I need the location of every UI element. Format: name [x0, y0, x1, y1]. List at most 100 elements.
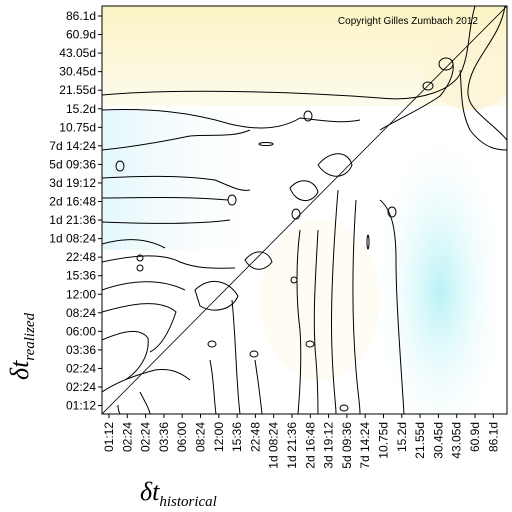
- plot-frame: [101, 5, 508, 415]
- contour-island: [258, 142, 274, 146]
- x-tick-label: 3d 19:12: [322, 422, 336, 469]
- y-tick-label: 12:00: [66, 287, 96, 301]
- y-tick-label: 1d 21:36: [49, 213, 96, 227]
- x-tick-label: 08:24: [194, 422, 208, 452]
- contour-island: [115, 160, 125, 172]
- y-tick-label: 15:36: [66, 269, 96, 283]
- x-axis: 01:12 02:24 02:24 03:36 06:00 08:24 12:00 15:36…: [102, 414, 500, 469]
- x-tick-label: 2d 16:48: [303, 422, 317, 469]
- x-tick-label: 86.1d: [486, 422, 500, 452]
- y-tick-label: 7d 14:24: [49, 139, 96, 153]
- contour-island: [438, 57, 454, 71]
- contour-island: [207, 340, 217, 348]
- y-tick-label: 5d 09:36: [49, 157, 96, 171]
- contour-line: [102, 281, 186, 291]
- y-tick-label: 1d 08:24: [49, 232, 96, 246]
- contour-line: [379, 59, 454, 131]
- contour-island: [366, 234, 370, 250]
- contour-line: [102, 175, 251, 191]
- y-tick-label: 22:48: [66, 250, 96, 264]
- y-tick-label: 10.75d: [59, 120, 96, 134]
- contour-island: [249, 350, 259, 358]
- contour-line: [352, 199, 361, 414]
- y-tick-label: 43.05d: [59, 46, 96, 60]
- contour-island: [303, 110, 313, 122]
- contour-island: [387, 206, 397, 218]
- contour-line: [244, 251, 273, 270]
- y-tick-label: 03:36: [66, 343, 96, 357]
- contour-line: [317, 153, 353, 177]
- contour-island: [422, 81, 434, 91]
- contour-line: [289, 180, 319, 201]
- x-tick-label: 02:24: [139, 422, 153, 452]
- x-tick-label: 21.55d: [413, 422, 427, 459]
- x-tick-label: 15:36: [230, 422, 244, 452]
- copyright-text: Copyright Gilles Zumbach 2012: [338, 16, 479, 27]
- contour-line: [459, 69, 507, 151]
- contour-line: [313, 229, 319, 414]
- contour-line: [102, 303, 177, 353]
- y-tick-label: 08:24: [66, 306, 96, 320]
- y-tick-label: 06:00: [66, 324, 96, 338]
- x-tick-label: 01:12: [102, 422, 116, 452]
- x-tick-label: 60.9d: [468, 422, 482, 452]
- x-tick-label: 1d 21:36: [285, 422, 299, 469]
- x-tick-label: 06:00: [175, 422, 189, 452]
- contour-island: [227, 194, 237, 206]
- x-tick-label: 02:24: [120, 422, 134, 452]
- y-tick-label: 60.9d: [66, 28, 96, 42]
- contour-island: [339, 404, 349, 412]
- y-axis-label-sub: realized: [22, 312, 38, 360]
- y-tick-label: 21.55d: [59, 83, 96, 97]
- y-axis-label-main: δt: [5, 360, 34, 380]
- contour-line: [379, 199, 405, 414]
- x-tick-label: 30.45d: [431, 422, 445, 459]
- y-tick-label: 15.2d: [66, 102, 96, 116]
- x-tick-label: 43.05d: [450, 422, 464, 459]
- y-axis-label: δtrealized: [5, 312, 38, 380]
- contour-line: [209, 359, 217, 414]
- contour-line: [231, 299, 241, 414]
- contour-island: [136, 264, 144, 272]
- contour-line: [139, 391, 151, 414]
- diagonal-line: [102, 6, 507, 414]
- contour-line: [102, 129, 251, 151]
- contour-island: [136, 254, 144, 262]
- contour-island: [290, 276, 298, 284]
- x-tick-label: 15.2d: [395, 422, 409, 452]
- x-tick-label: 12:00: [212, 422, 226, 452]
- x-tick-label: 5d 09:36: [340, 422, 354, 469]
- y-tick-label: 3d 19:12: [49, 176, 96, 190]
- x-axis-label-main: δt: [140, 477, 160, 506]
- contour-line: [194, 281, 239, 311]
- x-tick-label: 22:48: [248, 422, 262, 452]
- y-tick-label: 2d 16:48: [49, 195, 96, 209]
- contour-line: [102, 331, 149, 381]
- contour-line: [102, 219, 231, 224]
- contour-line: [102, 6, 476, 100]
- contour-line: [102, 109, 361, 129]
- contour-line: [330, 189, 339, 414]
- x-tick-label: 1d 08:24: [267, 422, 281, 469]
- contour-line: [102, 255, 236, 269]
- contour-lines: [102, 6, 507, 414]
- contour-line: [296, 229, 302, 414]
- contour-island: [305, 340, 315, 348]
- x-axis-label-sub: historical: [159, 494, 217, 510]
- y-tick-label: 02:24: [66, 361, 96, 375]
- y-tick-label: 30.45d: [59, 65, 96, 79]
- x-tick-label: 7d 14:24: [358, 422, 372, 469]
- contour-line: [254, 359, 263, 414]
- x-tick-label: 10.75d: [377, 422, 391, 459]
- x-tick-label: 03:36: [157, 422, 171, 452]
- x-axis-label: δthistorical: [140, 477, 217, 510]
- contour-line: [102, 197, 229, 201]
- y-tick-label: 02:24: [66, 380, 96, 394]
- y-axis: 86.1d 60.9d 43.05d 30.45d 21.55d 15.2d 10.75d 7…: [49, 9, 102, 413]
- y-tick-label: 86.1d: [66, 9, 96, 23]
- y-tick-label: 01:12: [66, 399, 96, 413]
- heatmap-background: [102, 6, 507, 414]
- contour-line: [467, 6, 507, 141]
- contour-line: [102, 369, 191, 393]
